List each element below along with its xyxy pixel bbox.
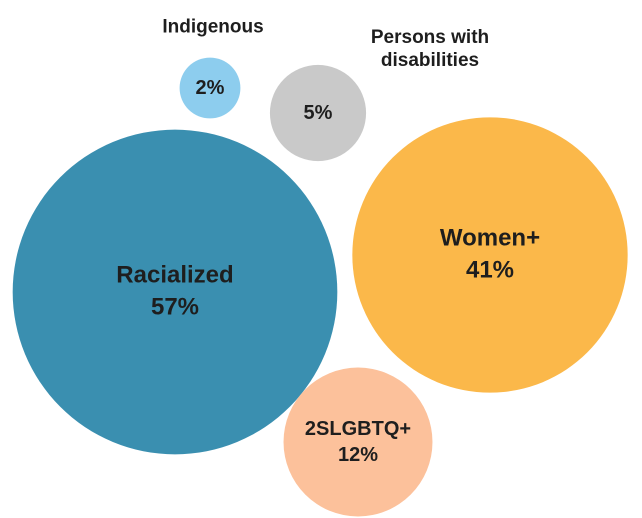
bubble bbox=[283, 367, 433, 517]
bubble bbox=[12, 129, 338, 455]
bubble bbox=[352, 117, 628, 393]
category-label: Racialized bbox=[116, 261, 234, 289]
category-label: 2SLGBTQ+ bbox=[304, 418, 412, 440]
value-label: 12% bbox=[337, 444, 379, 466]
value-label: 5% bbox=[303, 102, 333, 124]
bubble bbox=[179, 57, 241, 119]
value-label: 41% bbox=[465, 256, 515, 284]
category-label: Women+ bbox=[439, 224, 541, 252]
category-label: Indigenous bbox=[162, 16, 264, 38]
bubble bbox=[269, 64, 367, 162]
category-label: Persons with disabilities bbox=[370, 27, 490, 71]
value-label: 57% bbox=[150, 293, 200, 321]
value-label: 2% bbox=[195, 77, 225, 99]
